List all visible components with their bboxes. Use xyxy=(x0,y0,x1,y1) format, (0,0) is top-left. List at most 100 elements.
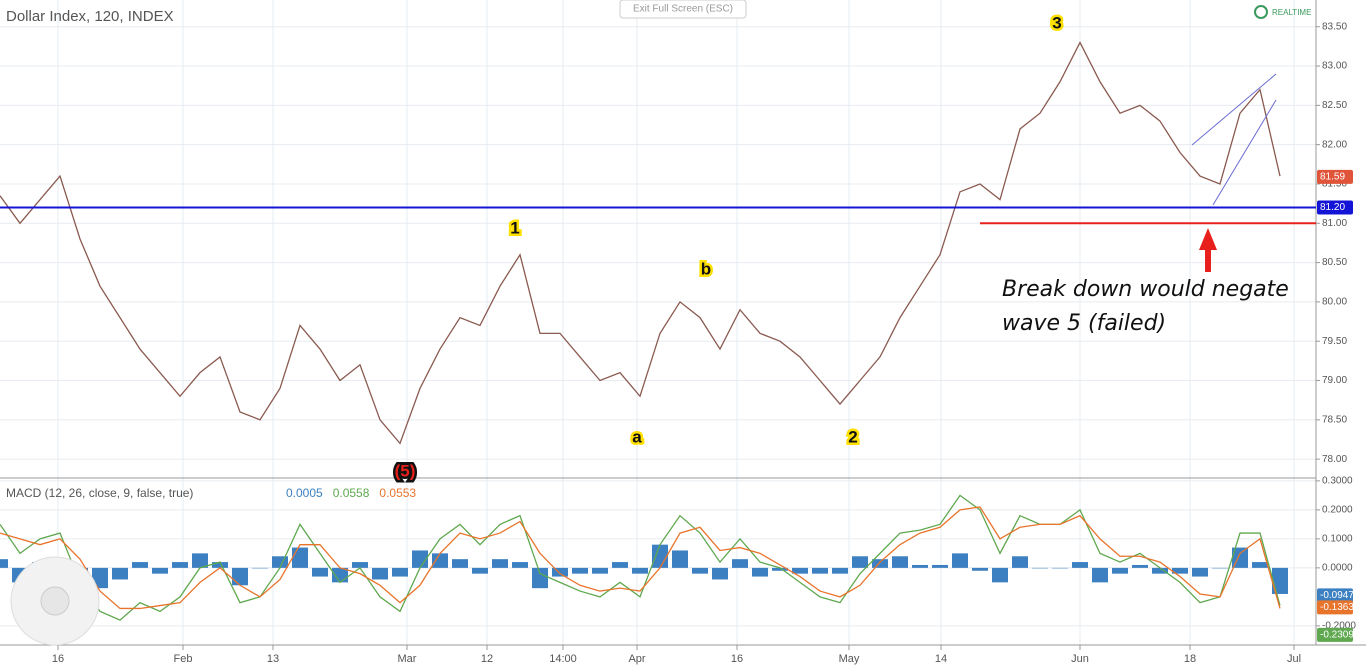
x-tick-label: 12 xyxy=(481,653,493,665)
y-tick-label: 78.50 xyxy=(1322,414,1347,425)
chart-title: Dollar Index, 120, INDEX xyxy=(6,8,174,25)
price-tag xyxy=(1317,627,1353,642)
histogram-bar xyxy=(812,567,828,574)
series-line xyxy=(0,494,1281,621)
histogram-bar xyxy=(292,547,308,568)
price-tag-label: -0.0947 xyxy=(1320,590,1354,601)
nav-reset[interactable] xyxy=(40,586,70,616)
y-tick-label: 83.50 xyxy=(1322,21,1347,32)
histogram-bar xyxy=(572,567,588,574)
x-tick-label: 13 xyxy=(267,653,279,665)
histogram-bar xyxy=(272,556,288,568)
histogram-bar xyxy=(1272,567,1288,594)
y-tick-label: 80.00 xyxy=(1322,297,1347,308)
series-line xyxy=(0,506,1281,610)
histogram-bar xyxy=(132,562,148,568)
x-tick-label: Apr xyxy=(628,653,645,665)
histogram-bar xyxy=(452,559,468,568)
histogram-bar xyxy=(552,567,568,577)
histogram-bar xyxy=(372,567,388,580)
price-tag xyxy=(1317,169,1353,184)
histogram-bar xyxy=(252,567,268,569)
histogram-bar xyxy=(752,567,768,577)
price-tag-label: 81.20 xyxy=(1320,202,1345,213)
y-tick-label: 0.0000 xyxy=(1322,563,1353,574)
x-tick-label: 18 xyxy=(1184,653,1196,665)
histogram-bar xyxy=(92,567,108,589)
histogram-bar xyxy=(912,564,928,568)
histogram-bar xyxy=(1072,562,1088,568)
histogram-bar xyxy=(712,567,728,580)
histogram-bar xyxy=(672,550,688,568)
histogram-bar xyxy=(432,553,448,568)
realtime-icon xyxy=(1254,5,1268,19)
wave-label: a xyxy=(632,427,642,446)
histogram-bar xyxy=(1132,564,1148,568)
annotation-note: wave 5 (failed) xyxy=(1002,311,1166,336)
y-tick-label: 80.50 xyxy=(1322,257,1347,268)
price-tag-label: 81.59 xyxy=(1320,172,1345,183)
histogram-bar xyxy=(492,559,508,568)
wedge-line xyxy=(1191,73,1277,146)
y-tick-label: 81.50 xyxy=(1322,179,1347,190)
indicator-value: 0.0558 xyxy=(333,486,370,500)
histogram-bar xyxy=(692,567,708,574)
histogram-bar xyxy=(1032,567,1048,569)
price-tag-label: -0.2309 xyxy=(1320,629,1354,640)
y-tick-label: 83.00 xyxy=(1322,61,1347,72)
histogram-bar xyxy=(152,567,168,574)
histogram-bar xyxy=(1092,567,1108,583)
histogram-bar xyxy=(892,556,908,568)
price-tag xyxy=(1317,600,1353,615)
histogram-bar xyxy=(172,562,188,568)
x-tick-label: Mar xyxy=(398,653,417,665)
y-tick-label: 79.00 xyxy=(1322,375,1347,386)
histogram-bar xyxy=(952,553,968,568)
histogram-bar xyxy=(0,559,8,568)
histogram-bar xyxy=(652,544,668,568)
histogram-bar xyxy=(592,567,608,574)
indicator-value: 0.0553 xyxy=(379,486,416,500)
arrow-up xyxy=(1199,228,1217,272)
histogram-bar xyxy=(472,567,488,574)
histogram-bar xyxy=(312,567,328,577)
y-tick-label: 81.00 xyxy=(1322,218,1347,229)
x-tick-label: Jun xyxy=(1071,653,1089,665)
wave-label: 3 xyxy=(1052,13,1061,32)
wave-label: (5) xyxy=(395,461,416,480)
histogram-bar xyxy=(352,562,368,568)
histogram-bar xyxy=(792,567,808,574)
histogram-bar xyxy=(192,553,208,568)
histogram-bar xyxy=(512,562,528,568)
histogram-bar xyxy=(392,567,408,577)
x-tick-label: May xyxy=(839,653,860,665)
realtime-label: REALTIME xyxy=(1272,8,1311,17)
wedge-line xyxy=(1212,99,1277,206)
exit-fullscreen-button[interactable] xyxy=(619,0,747,19)
histogram-bar xyxy=(1012,556,1028,568)
y-tick-label: 0.2000 xyxy=(1322,505,1353,516)
x-tick-label: 16 xyxy=(731,653,743,665)
histogram-bar xyxy=(532,567,548,589)
x-tick-label: Jul xyxy=(1287,653,1301,665)
histogram-bar xyxy=(1172,567,1188,574)
wave-label: 2 xyxy=(848,427,857,446)
y-tick-label: 0.1000 xyxy=(1322,534,1353,545)
y-tick-label: -0.2000 xyxy=(1322,621,1356,632)
y-tick-label: 0.3000 xyxy=(1322,476,1353,487)
histogram-bar xyxy=(1252,562,1268,568)
price-tag-label: -0.1363 xyxy=(1320,602,1354,613)
histogram-bar xyxy=(612,562,628,568)
histogram-bar xyxy=(1152,567,1168,574)
histogram-bar xyxy=(1112,567,1128,574)
x-tick-label: 16 xyxy=(52,653,64,665)
x-tick-label: 14:00 xyxy=(549,653,577,665)
histogram-bar xyxy=(932,564,948,568)
x-tick-label: 14 xyxy=(935,653,947,665)
wave-label: 1 xyxy=(510,218,519,237)
histogram-bar xyxy=(852,556,868,568)
y-tick-label: 82.00 xyxy=(1322,139,1347,150)
histogram-bar xyxy=(412,550,428,568)
x-tick-label: Feb xyxy=(174,653,193,665)
